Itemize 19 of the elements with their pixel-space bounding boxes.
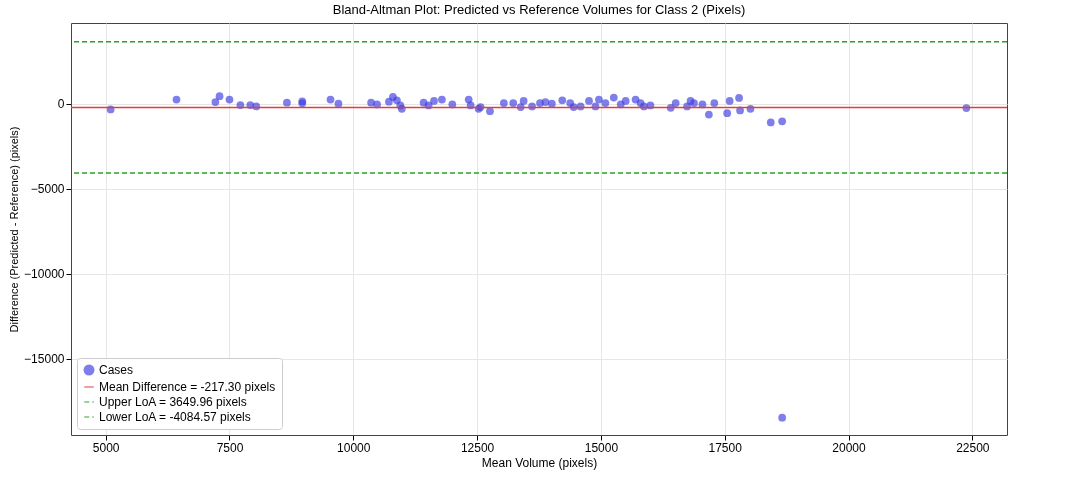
chart-title: Bland-Altman Plot: Predicted vs Reference Volumes for Class 2 (Pixels) [332,2,746,17]
x-tick-label: 7500 [216,440,244,455]
y-tick-label: 0 [57,97,65,112]
x-axis-title: Mean Volume (pixels) [481,455,598,470]
x-tick-label: 15000 [584,440,619,455]
legend-label: Upper LoA = 3649.96 pixels [99,395,247,409]
x-tick-label: 10000 [337,440,371,455]
x-tick-label: 5000 [92,440,120,455]
x-tick-label: 12500 [460,440,495,455]
y-tick-label: −5000 [30,182,65,197]
x-tick-label: 20000 [832,440,867,455]
legend-label: Lower LoA = -4084.57 pixels [99,410,251,424]
y-tick-label: −10000 [24,267,65,282]
y-tick-label: −15000 [24,352,65,367]
y-axis-title: Difference (Predicted - Reference) (pixels) [8,126,21,333]
legend-label: Cases [99,363,134,377]
x-tick-label: 22500 [956,440,990,455]
x-tick-label: 17500 [708,440,743,455]
legend-label: Mean Difference = -217.30 pixels [99,380,276,394]
